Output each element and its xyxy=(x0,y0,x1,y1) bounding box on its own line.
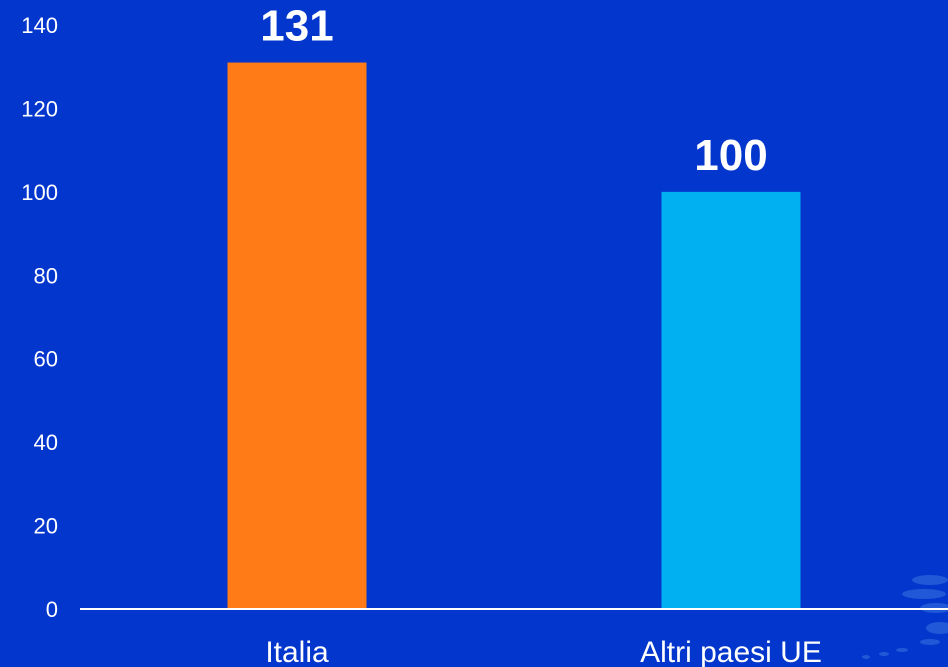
y-tick-label: 100 xyxy=(21,180,58,205)
x-tick-label: Italia xyxy=(265,636,329,667)
y-tick-label: 20 xyxy=(34,514,58,539)
y-axis-ticks: 0 20 40 60 80 100 120 140 xyxy=(21,13,58,622)
y-tick-label: 120 xyxy=(21,96,58,121)
y-tick-label: 40 xyxy=(34,430,58,455)
data-label: 100 xyxy=(694,131,767,180)
x-tick-label: Altri paesi UE xyxy=(640,636,822,667)
decorative-swirl-graphic xyxy=(862,575,948,659)
y-tick-label: 60 xyxy=(34,347,58,372)
data-label: 131 xyxy=(260,2,333,51)
bars xyxy=(227,62,801,610)
data-labels: 131 100 xyxy=(260,2,767,180)
bar-altri-paesi-ue xyxy=(661,191,801,609)
y-tick-label: 140 xyxy=(21,13,58,38)
bar-italia xyxy=(227,62,367,610)
y-tick-label: 0 xyxy=(46,597,58,622)
y-tick-label: 80 xyxy=(34,263,58,288)
x-axis-labels: Italia Altri paesi UE xyxy=(265,636,822,667)
